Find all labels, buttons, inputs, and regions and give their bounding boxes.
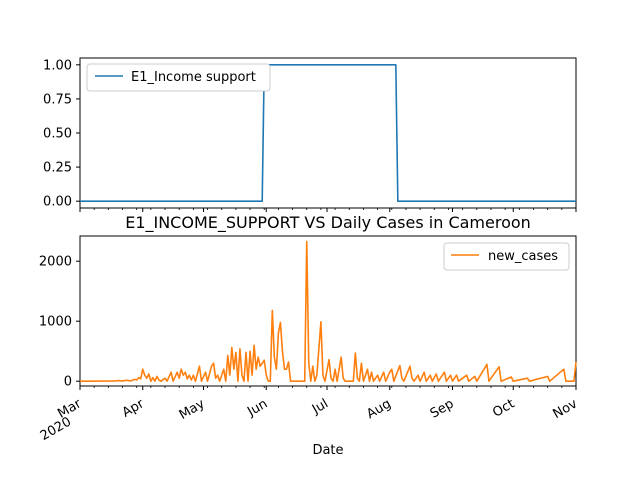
new-cases-legend: new_cases [443,242,570,271]
income-support-series [80,64,576,202]
income-support-y-tick-label: 0.75 [43,92,72,107]
income-support-legend-label: E1_Income support [131,70,256,85]
chart-title: E1_INCOME_SUPPORT VS Daily Cases in Came… [125,213,531,233]
x-tick-label: Jul [309,396,331,417]
income-support-y-tick-label: 0.25 [43,161,72,176]
income-support-y-tick-label: 1.00 [43,58,72,73]
income-support-line [80,64,576,202]
income-support-y-axis: 0.00 0.25 0.50 0.75 1.00 [43,58,80,210]
income-support-x-axis [79,208,577,212]
new-cases-legend-label: new_cases [488,249,558,264]
new-cases-line [79,240,577,383]
income-support-legend: E1_Income support [86,63,271,92]
x-tick-label: Apr [120,396,148,421]
income-support-y-tick-label: 0.00 [43,195,72,210]
x-axis-label: Date [312,443,343,458]
income-support-subplot: 0.00 0.25 0.50 0.75 1.00 E1_Income support [43,57,577,212]
new-cases-y-tick-label: 0 [64,375,72,390]
x-tick-label: Oct [490,396,517,420]
new-cases-y-tick-label: 2000 [39,255,72,270]
new-cases-y-tick-label: 1000 [39,315,72,330]
x-tick-label: Nov [551,396,581,422]
x-tick-label: Jun [244,396,270,420]
new-cases-plot-area [79,235,577,387]
x-tick-year-label: 2020 [38,414,74,444]
new-cases-legend-box [443,242,570,271]
x-tick-label: May [177,396,208,423]
income-support-legend-box [86,63,271,92]
income-support-y-tick-label: 0.50 [43,127,72,142]
x-tick-label: Sep [428,396,457,421]
new-cases-series [79,240,577,383]
new-cases-subplot: E1_INCOME_SUPPORT VS Daily Cases in Came… [38,213,580,458]
new-cases-y-axis: 0 1000 2000 [39,255,80,390]
x-tick-label: Aug [364,396,393,422]
